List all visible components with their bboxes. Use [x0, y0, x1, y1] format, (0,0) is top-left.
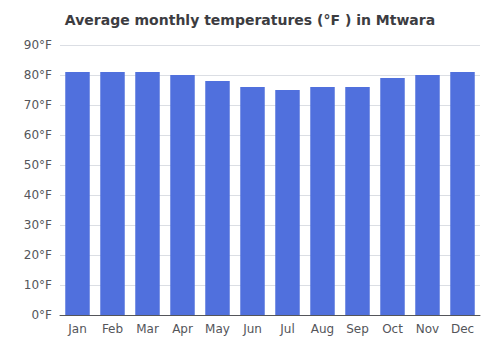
- svg-text:Apr: Apr: [172, 322, 193, 336]
- svg-text:Mar: Mar: [136, 322, 159, 336]
- svg-text:May: May: [205, 322, 230, 336]
- svg-text:60°F: 60°F: [24, 128, 52, 142]
- svg-text:70°F: 70°F: [24, 98, 52, 112]
- svg-text:80°F: 80°F: [24, 68, 52, 82]
- svg-text:Aug: Aug: [311, 322, 334, 336]
- svg-text:50°F: 50°F: [24, 158, 52, 172]
- svg-text:Feb: Feb: [102, 322, 123, 336]
- svg-text:40°F: 40°F: [24, 188, 52, 202]
- svg-text:Dec: Dec: [451, 322, 474, 336]
- svg-text:Oct: Oct: [382, 322, 403, 336]
- svg-text:10°F: 10°F: [24, 278, 52, 292]
- svg-text:90°F: 90°F: [24, 38, 52, 52]
- svg-text:20°F: 20°F: [24, 248, 52, 262]
- svg-text:Jul: Jul: [279, 322, 294, 336]
- svg-text:Jun: Jun: [242, 322, 262, 336]
- svg-text:Sep: Sep: [346, 322, 369, 336]
- svg-text:30°F: 30°F: [24, 218, 52, 232]
- svg-text:Average monthly temperatures (: Average monthly temperatures (°F ) in Mt…: [65, 12, 435, 28]
- svg-text:Nov: Nov: [416, 322, 439, 336]
- svg-text:Jan: Jan: [67, 322, 87, 336]
- svg-text:0°F: 0°F: [31, 308, 52, 322]
